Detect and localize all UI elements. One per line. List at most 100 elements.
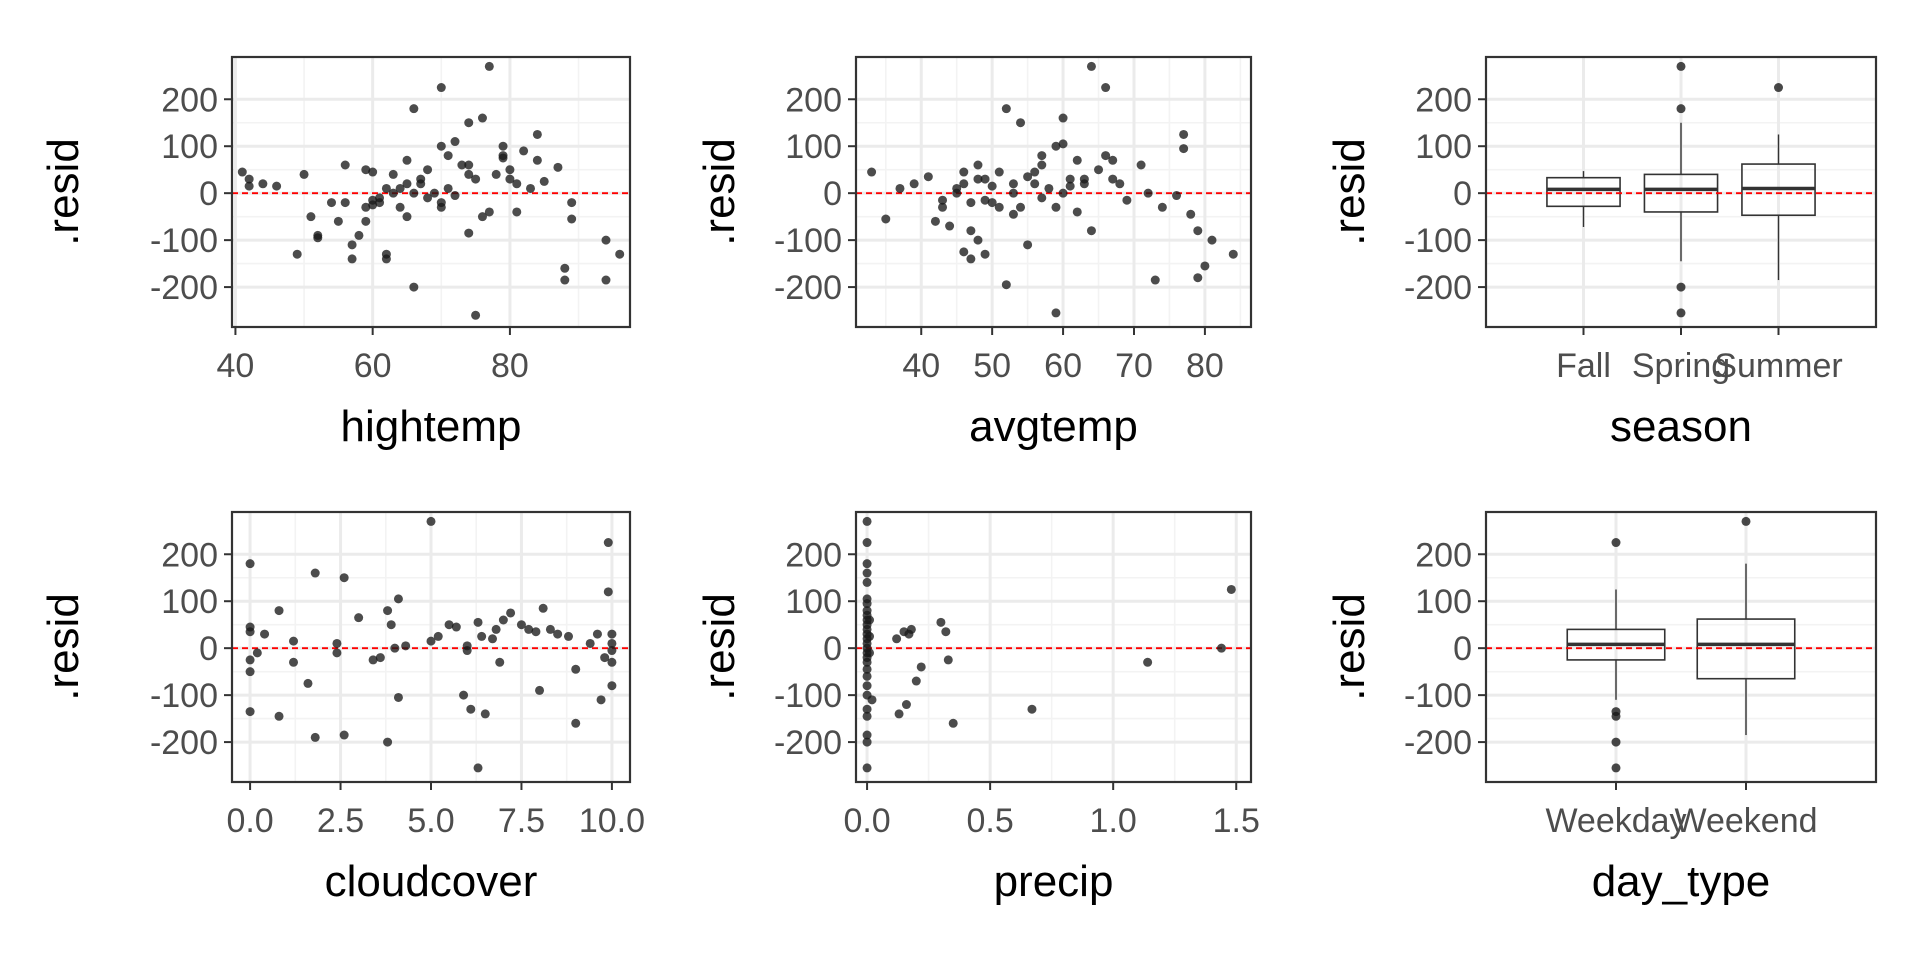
x-tick-label: 0.5 [966, 802, 1013, 840]
data-point [1079, 179, 1089, 189]
data-point [1179, 144, 1189, 154]
outlier-point [1676, 61, 1686, 71]
data-point [450, 137, 460, 147]
data-point [941, 627, 951, 637]
data-point [244, 181, 254, 191]
y-tick-label: 200 [785, 81, 842, 119]
data-point [1065, 174, 1075, 184]
data-point [938, 202, 948, 212]
data-point [333, 216, 343, 226]
data-point [451, 622, 461, 632]
data-point [393, 692, 403, 702]
data-point [368, 200, 378, 210]
data-point [563, 631, 573, 641]
x-axis-title: day_type [1592, 857, 1771, 906]
data-point [892, 634, 902, 644]
panel-border [230, 55, 632, 329]
data-point [862, 737, 872, 747]
data-point [973, 160, 983, 170]
data-point [531, 627, 541, 637]
y-tick-label: 100 [161, 583, 218, 621]
data-point [948, 718, 958, 728]
data-point [585, 638, 595, 648]
y-tick-label: -200 [1404, 269, 1472, 307]
data-point [381, 183, 391, 193]
data-point [881, 214, 891, 224]
data-point [571, 718, 581, 728]
y-tick-label: -100 [1404, 222, 1472, 260]
x-axis-title: avgtemp [969, 402, 1138, 451]
box-Fall [1546, 176, 1621, 208]
y-axis-title: .resid [695, 138, 744, 246]
data-point [426, 516, 436, 526]
x-tick-label: 1.0 [1090, 802, 1137, 840]
data-point [607, 638, 617, 648]
data-point [388, 188, 398, 198]
data-point [310, 732, 320, 742]
data-point [959, 179, 969, 189]
data-point [395, 183, 405, 193]
data-point [938, 195, 948, 205]
data-point [973, 235, 983, 245]
data-point [607, 629, 617, 639]
y-tick-label: 100 [1415, 583, 1472, 621]
y-tick-label: -100 [774, 222, 842, 260]
data-point [313, 233, 323, 243]
data-point [245, 707, 255, 717]
data-point [340, 198, 350, 208]
data-point [393, 594, 403, 604]
y-tick-label: 200 [1415, 536, 1472, 574]
y-tick-label: 0 [199, 630, 218, 668]
data-point [459, 690, 469, 700]
y-tick-label: 100 [785, 128, 842, 166]
y-tick-label: 0 [199, 175, 218, 213]
data-point [354, 230, 364, 240]
data-point [274, 711, 284, 721]
data-point [381, 254, 391, 264]
data-point [862, 559, 872, 569]
data-point [506, 608, 516, 618]
x-tick-label: 0.0 [226, 802, 273, 840]
data-point [361, 202, 371, 212]
x-tick-label: 5.0 [407, 802, 454, 840]
outlier-point [1741, 516, 1751, 526]
data-point [607, 657, 617, 667]
x-tick-label: Weekday [1545, 802, 1686, 840]
data-point [959, 247, 969, 257]
x-tick-label: 50 [973, 347, 1011, 385]
x-axis-title: hightemp [340, 402, 521, 451]
data-point [491, 169, 501, 179]
y-axis-title: .resid [1325, 593, 1374, 701]
data-point [1108, 155, 1118, 165]
data-point [862, 599, 872, 609]
data-point [560, 263, 570, 273]
data-point [862, 763, 872, 773]
data-point [906, 624, 916, 634]
data-point [1058, 113, 1068, 123]
data-point [862, 657, 872, 667]
data-point [601, 275, 611, 285]
y-axis-title: .resid [1325, 138, 1374, 246]
y-tick-label: -100 [774, 677, 842, 715]
data-point [1037, 151, 1047, 161]
y-tick-label: -200 [774, 724, 842, 762]
data-point [426, 636, 436, 646]
data-point [1143, 188, 1153, 198]
y-tick-label: -200 [150, 269, 218, 307]
data-point [383, 737, 393, 747]
data-point [477, 631, 487, 641]
data-point [488, 634, 498, 644]
data-point [505, 174, 515, 184]
data-point [862, 711, 872, 721]
x-tick-label: 70 [1115, 347, 1153, 385]
data-point [347, 240, 357, 250]
y-tick-label: 0 [823, 630, 842, 668]
data-point [1051, 308, 1061, 318]
data-point [436, 202, 446, 212]
x-tick-label: 40 [902, 347, 940, 385]
outlier-point [1611, 737, 1621, 747]
data-point [994, 202, 1004, 212]
